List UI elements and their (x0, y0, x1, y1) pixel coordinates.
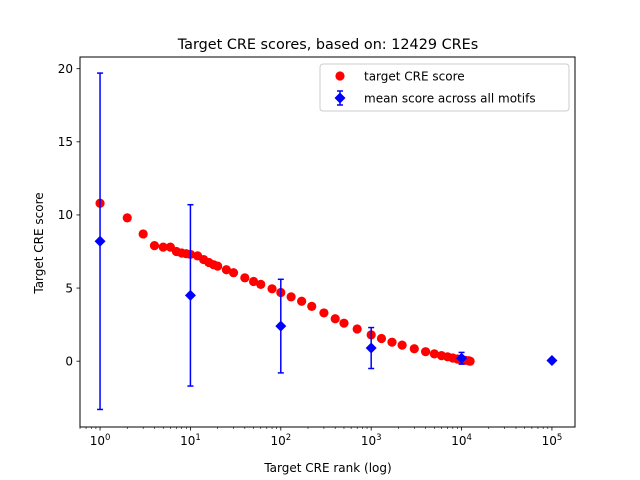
plot-frame (79, 56, 576, 428)
mean-score-point (94, 235, 106, 247)
x-tick-exponent: 4 (466, 433, 471, 443)
y-tick-label: 10 (58, 208, 73, 222)
legend-box (319, 63, 570, 112)
score-point (221, 265, 231, 275)
mean-score-point (275, 320, 287, 332)
legend-label-target-score: target CRE score (364, 70, 465, 84)
score-point (307, 301, 317, 311)
score-point (149, 241, 160, 251)
score-point (122, 213, 132, 223)
score-point (248, 276, 259, 287)
mean-score-point (184, 289, 196, 301)
y-tick-label: 5 (65, 281, 73, 295)
y-tick-label: 20 (58, 62, 73, 76)
y-axis-label: Target CRE score (32, 192, 46, 294)
chart-title: Target CRE scores, based on: 12429 CREs (177, 37, 478, 53)
score-point (429, 349, 439, 359)
score-point (339, 318, 349, 328)
score-point (387, 337, 397, 347)
score-point (352, 324, 362, 334)
score-point (397, 340, 407, 350)
legend-label-mean-score: mean score across all motifs (364, 92, 536, 106)
x-tick-exponent: 3 (376, 433, 381, 443)
mean-score-point (546, 354, 558, 366)
score-point (330, 314, 340, 324)
score-point (376, 333, 387, 344)
y-axis: 0 5 10 15 20 (58, 62, 80, 368)
score-point (465, 356, 475, 366)
x-tick-exponent: 0 (105, 433, 110, 443)
legend-marker-target-score (335, 71, 345, 81)
x-axis-label: Target CRE rank (log) (263, 461, 391, 475)
score-point (420, 347, 431, 357)
score-point (138, 229, 148, 239)
x-tick-exponent: 1 (195, 433, 200, 443)
score-point (319, 308, 329, 318)
score-point (240, 273, 250, 283)
score-point (228, 268, 239, 278)
score-point (286, 292, 296, 302)
mean-score-point (365, 342, 377, 354)
legend-marker-mean-score (334, 92, 346, 104)
legend: target CRE score mean score across all mo… (319, 63, 570, 112)
plot-marks (94, 72, 558, 411)
x-tick-exponent: 2 (286, 433, 291, 443)
y-tick-label: 15 (58, 135, 73, 149)
score-point (409, 344, 419, 354)
score-point (213, 261, 223, 271)
x-tick-exponent: 5 (557, 433, 562, 443)
mean-score-point (456, 352, 468, 364)
y-tick-label: 0 (65, 354, 73, 368)
score-point (256, 279, 266, 290)
score-point (158, 242, 168, 252)
score-point (267, 284, 277, 294)
score-point (297, 296, 307, 306)
